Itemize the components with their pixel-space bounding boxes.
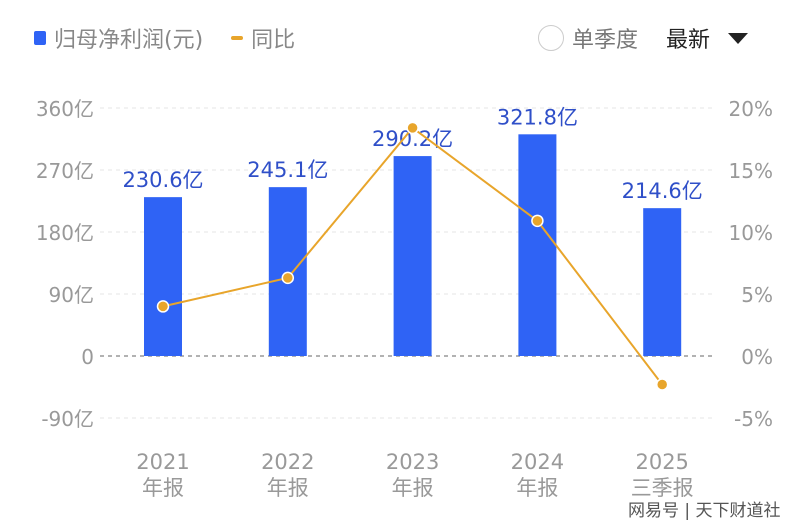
right-tick-label: -5% (734, 407, 773, 431)
x-tick-period: 年报 (392, 476, 434, 500)
x-tick-year: 2023 (386, 450, 439, 474)
yoy-point (281, 271, 295, 285)
left-tick-label: 360亿 (36, 97, 94, 121)
legend-line-label[interactable]: 同比 (251, 28, 296, 53)
left-tick-label: 270亿 (36, 159, 94, 183)
period-select[interactable]: 最新 (666, 28, 711, 53)
yoy-point (655, 378, 669, 391)
bar (144, 197, 182, 356)
bar-data-label: 245.1亿 (247, 158, 328, 182)
bar-data-label: 230.6亿 (122, 168, 203, 192)
x-tick-period: 年报 (516, 476, 558, 500)
bar-data-label: 214.6亿 (622, 179, 703, 203)
dropdown-arrow-icon[interactable] (728, 32, 749, 44)
right-tick-label: 15% (729, 159, 773, 183)
x-tick-year: 2021 (136, 450, 189, 474)
yoy-point (406, 121, 419, 135)
x-tick-period: 年报 (142, 476, 184, 500)
x-tick-year: 2025 (635, 450, 688, 474)
bar-data-label: 321.8亿 (497, 105, 578, 129)
legend-bar-label[interactable]: 归母净利润(元) (54, 28, 204, 53)
right-tick-label: 10% (729, 221, 773, 245)
single-quarter-radio[interactable] (538, 25, 564, 51)
bar-legend-swatch (34, 31, 46, 45)
left-tick-label: 90亿 (49, 283, 94, 307)
left-tick-label: -90亿 (41, 407, 94, 431)
legend: 归母净利润(元) 同比 (34, 22, 295, 54)
right-tick-label: 5% (741, 283, 773, 307)
bar (393, 156, 432, 356)
left-tick-label: 0 (81, 345, 94, 369)
right-tick-label: 0% (741, 345, 773, 369)
bar (268, 187, 307, 356)
bar (518, 134, 557, 356)
yoy-point (156, 300, 170, 313)
left-tick-label: 180亿 (36, 221, 94, 245)
x-tick-period: 年报 (267, 476, 309, 500)
x-tick-year: 2024 (511, 450, 564, 474)
x-tick-year: 2022 (261, 450, 314, 474)
single-quarter-label[interactable]: 单季度 (572, 28, 639, 53)
x-tick-period: 三季报 (631, 476, 694, 500)
line-legend-swatch (231, 36, 244, 40)
right-tick-label: 20% (729, 97, 773, 121)
bar (643, 208, 682, 356)
watermark: 网易号 | 天下财道社 (628, 501, 781, 521)
yoy-point (531, 214, 544, 228)
